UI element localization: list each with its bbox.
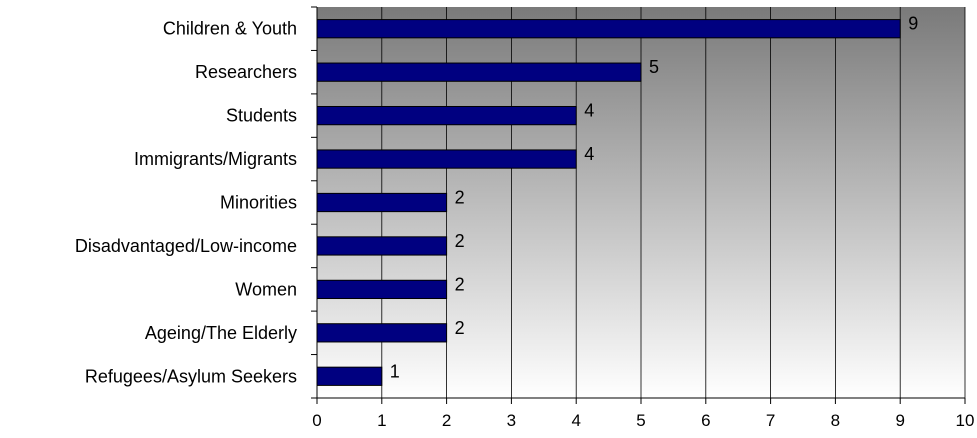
category-label: Students (226, 106, 297, 126)
x-tick-label: 1 (377, 411, 386, 430)
x-tick-label: 5 (636, 411, 645, 430)
value-label: 1 (390, 361, 400, 381)
value-label: 2 (455, 188, 465, 208)
bar (316, 105, 577, 126)
bar (316, 192, 448, 213)
value-label: 2 (455, 318, 465, 338)
category-label: Ageing/The Elderly (145, 323, 297, 343)
value-label: 9 (908, 14, 918, 34)
category-label: Children & Youth (163, 19, 297, 39)
x-tick-label: 3 (507, 411, 516, 430)
category-label: Researchers (195, 62, 297, 82)
x-tick-label: 10 (956, 411, 975, 430)
bar (316, 366, 383, 386)
category-label: Refugees/Asylum Seekers (85, 366, 297, 386)
bars (316, 19, 901, 386)
value-label: 2 (455, 274, 465, 294)
x-tick-label: 8 (831, 411, 840, 430)
x-tick-label: 7 (766, 411, 775, 430)
bar (316, 19, 901, 39)
x-tick-label: 0 (312, 411, 321, 430)
value-label: 4 (584, 101, 594, 121)
bar (316, 62, 642, 82)
value-label: 5 (649, 57, 659, 77)
x-tick-label: 9 (895, 411, 904, 430)
bar (316, 236, 448, 256)
labels: 0 1 2 3 4 5 6 7 8 9 10 Children & Youth 9 Researchers… (75, 14, 975, 430)
category-label: Immigrants/Migrants (134, 149, 297, 169)
x-tick-label: 6 (701, 411, 710, 430)
category-label: Disadvantaged/Low-income (75, 236, 297, 256)
value-label: 4 (584, 144, 594, 164)
bar (316, 279, 448, 300)
value-label: 2 (455, 231, 465, 251)
category-label: Women (235, 279, 297, 299)
category-label: Minorities (220, 193, 297, 213)
x-tick-label: 2 (442, 411, 451, 430)
x-tick-label: 4 (571, 411, 580, 430)
bar (316, 323, 448, 343)
bar (316, 149, 577, 169)
